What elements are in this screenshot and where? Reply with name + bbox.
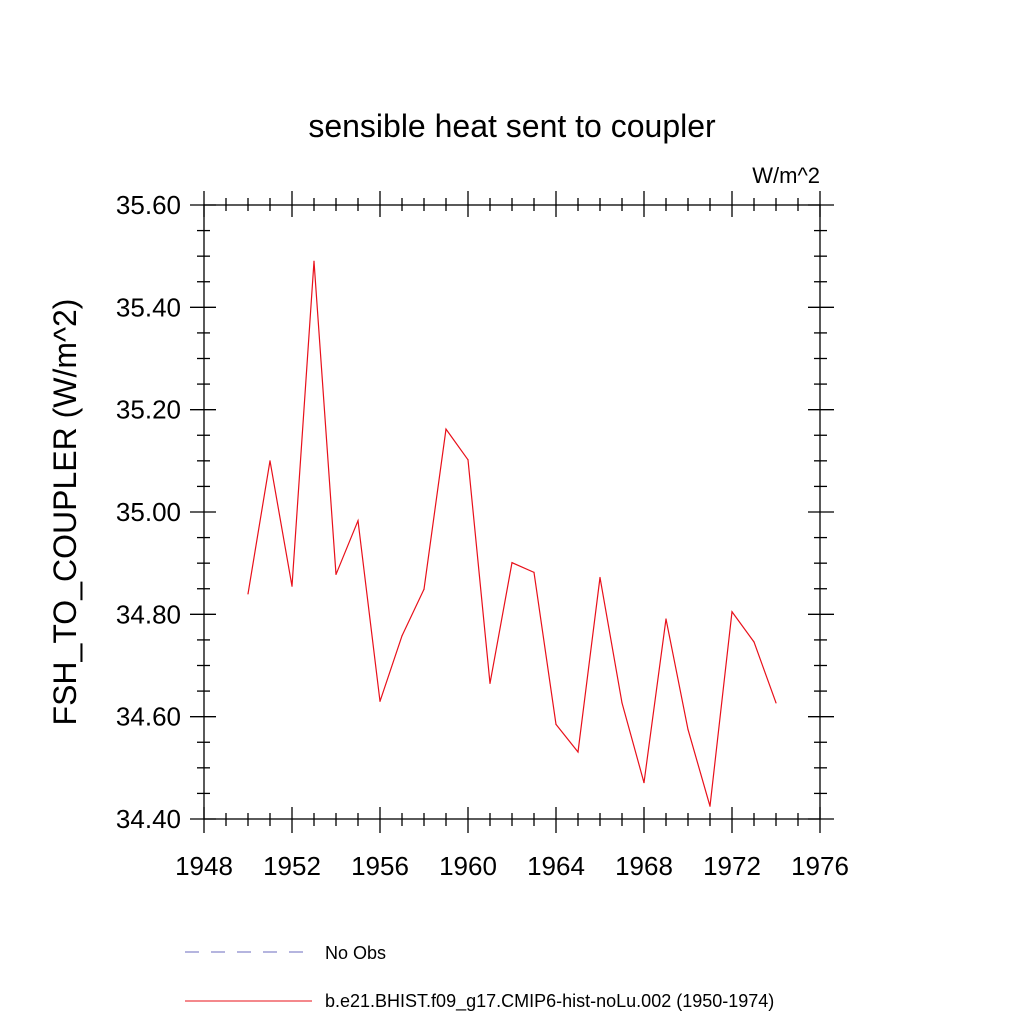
- data-point: [555, 723, 557, 725]
- data-point: [467, 459, 469, 461]
- legend-label-no-obs: No Obs: [325, 943, 386, 963]
- data-point: [599, 576, 601, 579]
- legend-label-model-run: b.e21.BHIST.f09_g17.CMIP6-hist-noLu.002 …: [325, 991, 774, 1012]
- data-point: [533, 571, 535, 573]
- x-tick-label: 1968: [615, 851, 673, 881]
- y-tick-label: 35.20: [116, 395, 181, 425]
- data-point: [247, 593, 249, 595]
- y-tick-label: 35.00: [116, 497, 181, 527]
- data-point: [291, 585, 293, 587]
- y-tick-label: 35.40: [116, 292, 181, 322]
- data-point: [511, 562, 513, 564]
- series-line: [247, 261, 777, 807]
- legend: No Obs b.e21.BHIST.f09_g17.CMIP6-hist-no…: [185, 943, 774, 1012]
- data-point: [577, 751, 579, 753]
- data-point: [313, 260, 315, 262]
- y-axis-label: FSH_TO_COUPLER (W/m^2): [47, 299, 83, 726]
- y-tick-label: 34.80: [116, 599, 181, 629]
- y-tick-label: 35.60: [116, 190, 181, 220]
- data-point: [335, 573, 337, 576]
- axis-ticks: [190, 191, 834, 833]
- data-point: [445, 428, 447, 430]
- data-point: [687, 728, 689, 731]
- x-tick-label: 1960: [439, 851, 497, 881]
- data-point: [709, 805, 711, 807]
- x-tick-label: 1956: [351, 851, 409, 881]
- data-point: [621, 702, 623, 704]
- data-point: [731, 611, 733, 613]
- x-tick-label: 1972: [703, 851, 761, 881]
- data-point: [665, 618, 667, 620]
- data-point: [423, 588, 425, 590]
- tick-labels: 1948 1952 1956 1960 1964 1968 1972 1976 34.40 34.…: [116, 190, 849, 881]
- x-tick-label: 1952: [263, 851, 321, 881]
- data-point: [401, 635, 403, 637]
- data-point: [753, 641, 755, 643]
- series-lines: [247, 260, 777, 807]
- x-tick-label: 1964: [527, 851, 585, 881]
- units-label: W/m^2: [752, 163, 820, 188]
- y-tick-label: 34.60: [116, 702, 181, 732]
- plot-frame: [203, 204, 821, 820]
- chart-title: sensible heat sent to coupler: [308, 108, 716, 144]
- data-point: [643, 782, 645, 784]
- data-point: [379, 700, 381, 702]
- x-tick-label: 1976: [791, 851, 849, 881]
- data-point: [357, 520, 359, 522]
- y-tick-label: 34.40: [116, 804, 181, 834]
- data-point: [489, 682, 491, 685]
- x-tick-label: 1948: [175, 851, 233, 881]
- data-point: [269, 460, 271, 462]
- data-point: [775, 702, 777, 704]
